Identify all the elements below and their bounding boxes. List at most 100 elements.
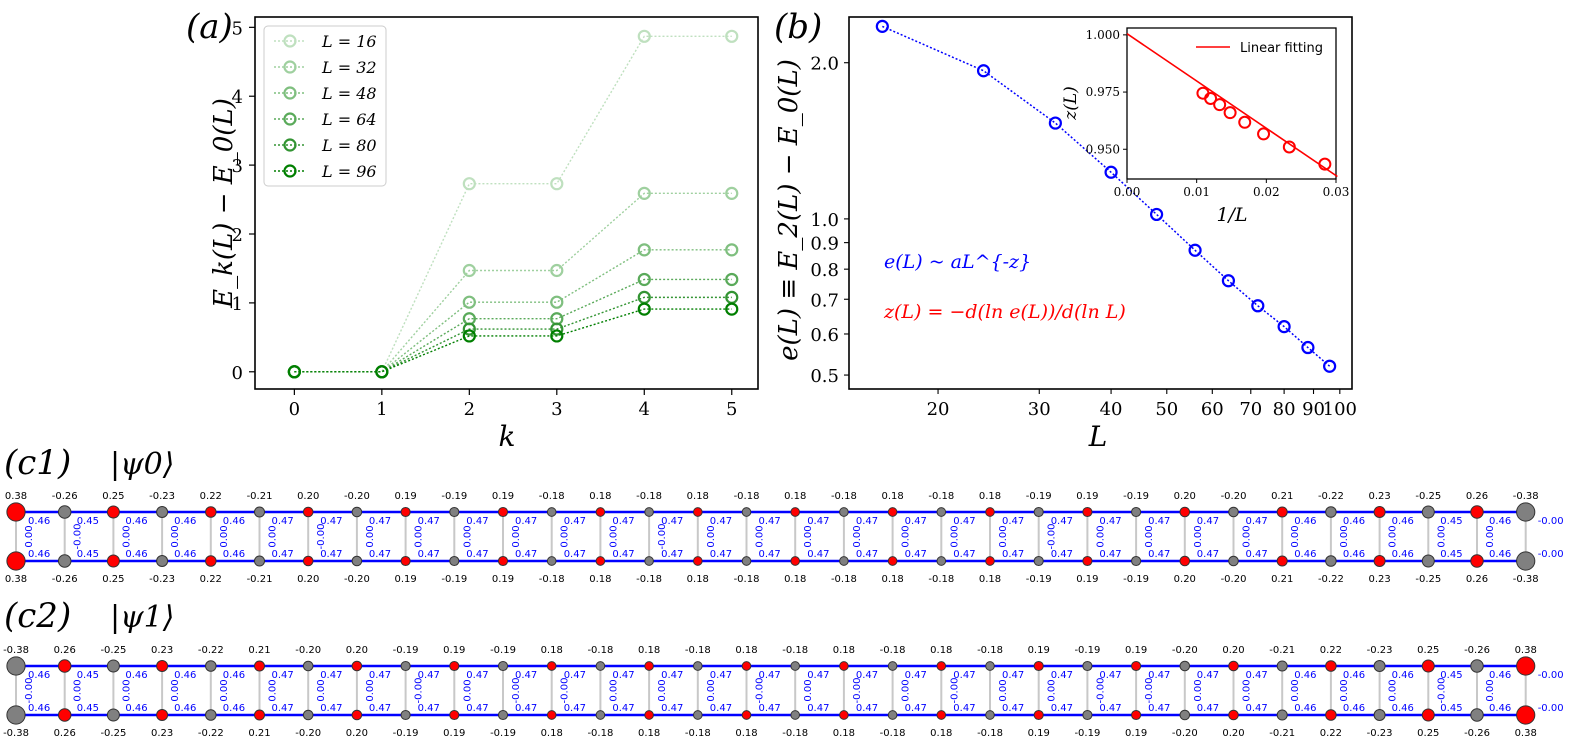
top-leg-bond-label: 0.47 (612, 516, 634, 527)
data-point (725, 272, 739, 287)
data-point (875, 19, 889, 33)
site (351, 660, 363, 672)
rung-bond-label: -0.00 (755, 678, 766, 704)
site (1131, 555, 1142, 567)
inset-legend-label: Linear fitting (1240, 41, 1323, 56)
panel-a-series (287, 29, 739, 379)
top-leg-bond-label: 0.46 (28, 670, 50, 681)
site (1470, 659, 1484, 673)
rung-bond-label: -0.00 (852, 678, 863, 704)
top-leg-bond-label: -0.00 (1538, 516, 1564, 527)
y-tick-label: 0.6 (810, 325, 839, 346)
site-value-label: -0.18 (880, 645, 906, 656)
top-leg-bond-label: 0.47 (856, 516, 878, 527)
rung-bond-label: 0.00 (268, 679, 279, 701)
legend-marker (283, 34, 297, 48)
bottom-leg-bond-label: 0.47 (466, 703, 488, 714)
rung-bond-label: 0.00 (24, 525, 35, 547)
data-point (725, 243, 739, 257)
site-value-label: -0.21 (247, 574, 273, 585)
site (156, 505, 169, 519)
x-tick-label: 1 (376, 399, 387, 420)
data-point (1238, 115, 1252, 129)
site (156, 659, 169, 673)
site (1421, 505, 1435, 519)
y-tick-label: 1.000 (1086, 28, 1120, 42)
site (1179, 660, 1191, 672)
site (936, 710, 947, 720)
site-value-label: 0.20 (297, 491, 319, 502)
site (1131, 506, 1142, 518)
bottom-leg-bond-label: 0.47 (710, 549, 732, 560)
site-value-label: 0.38 (5, 491, 27, 502)
exponent-annotation: z(L) = −d(ln e(L))/d(ln L) (883, 301, 1126, 323)
top-leg-bond-label: 0.47 (1051, 516, 1073, 527)
x-tick-label: 0.01 (1183, 185, 1210, 199)
bottom-leg-bond-label: 0.47 (807, 703, 829, 714)
rung-bond-label: 0.00 (121, 525, 132, 547)
site-value-label: -0.18 (928, 574, 954, 585)
site (449, 555, 460, 567)
site-value-label: -0.26 (1464, 728, 1490, 739)
rung-bond-label: 0.00 (1388, 679, 1399, 701)
panel-a-legend: L = 16 L = 32 L = 48 L = 64 L = 80 L = 96 (263, 25, 387, 187)
bottom-leg-bond-label: 0.47 (369, 549, 391, 560)
site (1470, 554, 1484, 568)
site (449, 660, 460, 672)
bottom-leg-bond-label: 0.47 (612, 703, 634, 714)
top-leg-bond-label: 0.47 (515, 670, 537, 681)
data-point (1104, 165, 1118, 179)
rung-bond-label: 0.00 (1144, 525, 1155, 547)
x-tick-label: 20 (927, 399, 950, 420)
rung-bond-label: 0.00 (560, 525, 571, 547)
bottom-leg-bond-label: 0.47 (905, 549, 927, 560)
site-value-label: -0.20 (344, 491, 370, 502)
rung-bond-label: 0.00 (901, 679, 912, 701)
site (106, 708, 120, 722)
rung-bond-label: 0.00 (1242, 525, 1253, 547)
site-value-label: -0.21 (247, 491, 273, 502)
bottom-leg-bond-label: 0.47 (1051, 549, 1073, 560)
site (400, 660, 411, 672)
site (839, 661, 849, 671)
top-leg-bond-label: 0.47 (759, 670, 781, 681)
rung-bond-label: 0.00 (755, 525, 766, 547)
site-value-label: 0.22 (1320, 645, 1342, 656)
site-value-label: 0.38 (5, 574, 27, 585)
y-tick-label: 0.950 (1086, 142, 1120, 156)
site (1516, 656, 1536, 676)
site-value-label: -0.26 (1464, 645, 1490, 656)
bottom-leg-bond-label: 0.47 (661, 703, 683, 714)
site (449, 709, 460, 721)
site (1179, 555, 1191, 567)
site (400, 709, 411, 721)
site-value-label: -0.25 (1415, 491, 1441, 502)
rung-bond-label: -0.00 (1144, 678, 1155, 704)
panel-a-label: (a) (186, 7, 233, 47)
legend-label: L = 80 (321, 136, 377, 155)
site-value-label: 0.26 (1466, 491, 1488, 502)
top-leg-bond-label: 0.47 (759, 516, 781, 527)
panel-b-series (875, 19, 1337, 373)
site (253, 660, 266, 672)
fit-line (1126, 33, 1338, 178)
bottom-leg-bond-label: 0.46 (1489, 549, 1511, 560)
site-value-label: 0.20 (1174, 574, 1196, 585)
site (1421, 708, 1435, 722)
panel-a-ylabel: E_k(L) − E_0(L) (209, 98, 239, 309)
site (1421, 554, 1435, 568)
site (644, 710, 654, 720)
site (253, 506, 266, 518)
site (1179, 506, 1191, 518)
site-value-label: 0.19 (492, 491, 514, 502)
x-tick-label: 50 (1155, 399, 1178, 420)
panel-b-label: (b) (774, 7, 822, 47)
site (1033, 506, 1044, 518)
data-point (1221, 274, 1236, 288)
site (302, 660, 314, 672)
site (887, 556, 898, 566)
site-value-label: -0.23 (149, 574, 175, 585)
panel-c2-label: (c2) (4, 596, 71, 636)
site-value-label: 0.19 (394, 574, 416, 585)
site-value-label: -0.26 (52, 491, 78, 502)
